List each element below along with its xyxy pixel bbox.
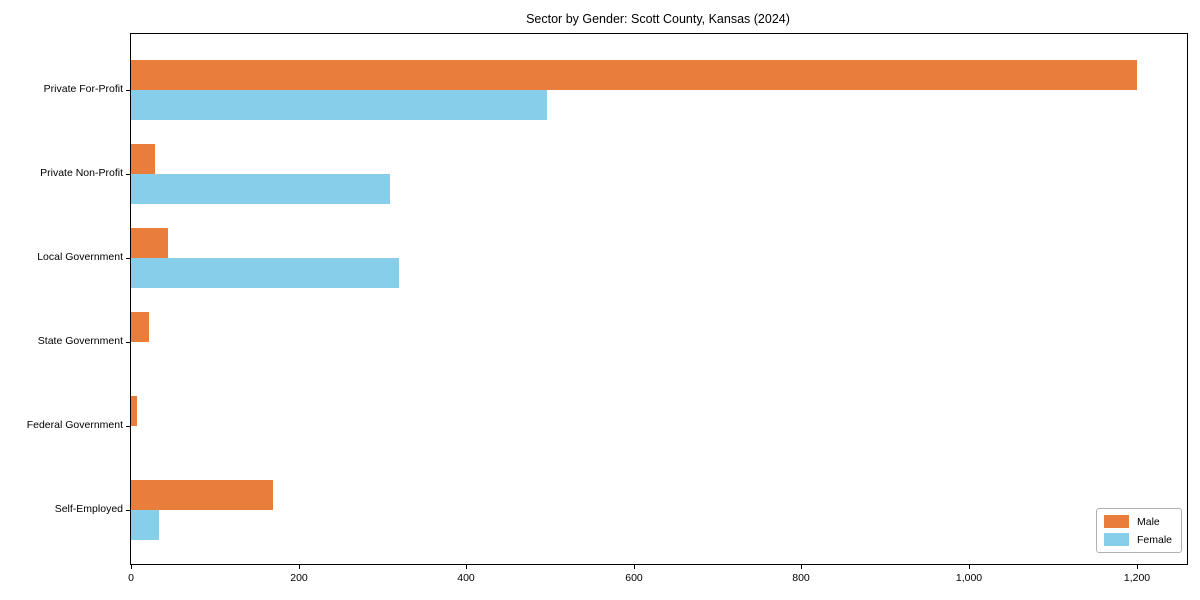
bar-male-self-employed <box>131 480 273 510</box>
y-tick-label-federal-government: Federal Government <box>26 419 123 431</box>
x-tick-mark <box>466 565 467 569</box>
x-tick-mark <box>801 565 802 569</box>
y-tick-mark <box>126 510 130 511</box>
x-tick-label-1-000: 1,000 <box>955 572 983 584</box>
legend-label-female: Female <box>1136 533 1172 546</box>
x-tick-label-600: 600 <box>625 572 643 584</box>
plot-area: Male Female Private For-Profit Private No… <box>27 33 1188 584</box>
x-tick-mark <box>1137 565 1138 569</box>
y-tick-label-private-for-profit: Private For-Profit <box>43 83 123 95</box>
legend-label-male: Male <box>1136 515 1160 528</box>
y-tick-mark <box>126 174 130 175</box>
x-tick-mark <box>299 565 300 569</box>
male-series-swatch <box>1103 515 1129 528</box>
bar-male-private-non-profit <box>131 144 155 174</box>
legend-item-male: Male <box>1103 515 1172 528</box>
female-series-swatch <box>1103 533 1129 546</box>
bar-female-private-for-profit <box>131 90 547 120</box>
x-tick-label-400: 400 <box>457 572 475 584</box>
legend-item-female: Female <box>1103 533 1172 546</box>
y-tick-mark <box>126 258 130 259</box>
x-tick-label-1-200: 1,200 <box>1123 572 1151 584</box>
bar-female-private-non-profit <box>131 174 390 204</box>
y-tick-label-local-government: Local Government <box>37 251 123 263</box>
y-tick-mark <box>126 342 130 343</box>
bar-male-local-government <box>131 228 168 258</box>
y-tick-mark <box>126 90 130 91</box>
y-tick-label-state-government: State Government <box>37 335 123 347</box>
y-tick-label-private-non-profit: Private Non-Profit <box>40 167 123 179</box>
x-tick-mark <box>969 565 970 569</box>
x-tick-mark <box>634 565 635 569</box>
bar-male-federal-government <box>131 396 137 426</box>
y-tick-mark <box>126 426 130 427</box>
bar-female-local-government <box>131 258 399 288</box>
x-tick-label-200: 200 <box>290 572 308 584</box>
bar-male-state-government <box>131 312 149 342</box>
legend: Male Female <box>1095 508 1182 553</box>
chart-title: Sector by Gender: Scott County, Kansas (… <box>526 12 790 26</box>
bar-female-self-employed <box>131 510 159 540</box>
x-tick-label-0: 0 <box>128 572 134 584</box>
x-tick-label-800: 800 <box>792 572 810 584</box>
bar-male-private-for-profit <box>131 60 1137 90</box>
x-tick-mark <box>131 565 132 569</box>
y-tick-label-self-employed: Self-Employed <box>54 503 123 515</box>
